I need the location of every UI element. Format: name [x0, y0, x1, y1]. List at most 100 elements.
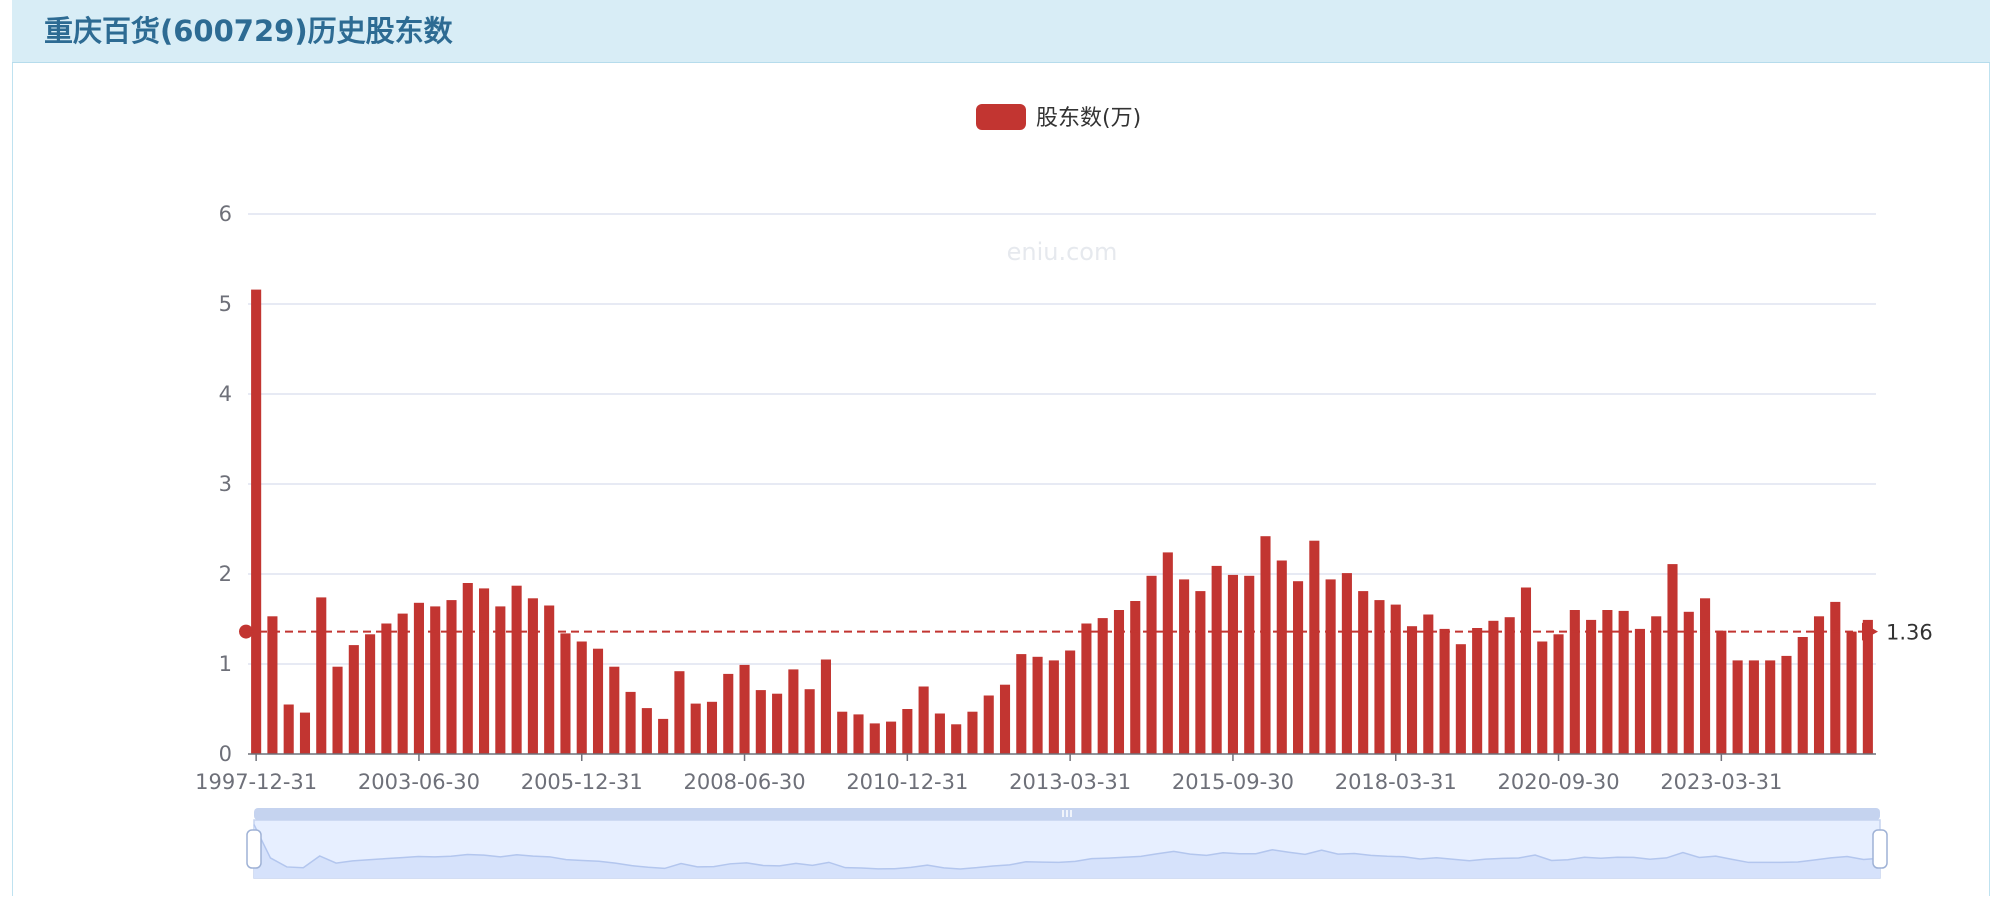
bar[interactable] — [1211, 565, 1222, 754]
bar[interactable] — [1700, 598, 1711, 754]
bar[interactable] — [902, 709, 913, 754]
bar[interactable] — [999, 684, 1011, 754]
bar[interactable] — [1130, 601, 1141, 754]
bar[interactable] — [1732, 660, 1743, 754]
bar[interactable] — [1520, 587, 1532, 755]
bar[interactable] — [1553, 634, 1564, 754]
bar[interactable] — [1862, 619, 1873, 754]
bar[interactable] — [1406, 626, 1418, 754]
bar[interactable] — [495, 606, 506, 754]
bar[interactable] — [886, 721, 897, 754]
bar[interactable] — [967, 711, 978, 754]
bar[interactable] — [674, 671, 685, 754]
legend-swatch[interactable] — [976, 104, 1026, 130]
bar[interactable] — [560, 633, 571, 754]
data-zoom-slider[interactable] — [246, 808, 1888, 879]
bar[interactable] — [1667, 564, 1678, 754]
bar[interactable] — [1179, 579, 1190, 754]
bar[interactable] — [853, 714, 864, 754]
bar[interactable] — [706, 701, 718, 754]
bar[interactable] — [1032, 656, 1043, 754]
bar[interactable] — [804, 689, 815, 754]
bar[interactable] — [316, 597, 327, 754]
bar[interactable] — [658, 718, 669, 754]
bar[interactable] — [1765, 660, 1776, 754]
bar[interactable] — [1830, 601, 1841, 754]
bar[interactable] — [511, 585, 522, 754]
bar[interactable] — [1472, 628, 1483, 754]
bar[interactable] — [983, 695, 994, 755]
bar[interactable] — [1634, 628, 1645, 754]
bar[interactable] — [951, 724, 962, 754]
bar[interactable] — [413, 602, 424, 754]
bar[interactable] — [1423, 614, 1434, 755]
bar[interactable] — [283, 704, 294, 755]
bar[interactable] — [592, 648, 604, 754]
bar[interactable] — [299, 712, 311, 754]
bar-series[interactable] — [251, 289, 1873, 755]
bar[interactable] — [365, 634, 376, 754]
bar[interactable] — [1569, 610, 1580, 754]
bar[interactable] — [1846, 631, 1857, 754]
bar[interactable] — [869, 723, 880, 754]
bar[interactable] — [430, 606, 441, 754]
zoom-handle-left[interactable] — [246, 829, 262, 869]
bar[interactable] — [1683, 611, 1694, 754]
bar[interactable] — [1113, 610, 1125, 754]
bar[interactable] — [267, 616, 278, 754]
bar[interactable] — [1293, 581, 1304, 754]
bar[interactable] — [1813, 616, 1825, 754]
bar[interactable] — [1781, 655, 1792, 754]
bar[interactable] — [397, 613, 408, 754]
bar[interactable] — [739, 664, 750, 754]
legend-label[interactable]: 股东数(万) — [1036, 106, 1141, 131]
bar[interactable] — [1081, 623, 1092, 755]
bar[interactable] — [1227, 574, 1238, 754]
bar[interactable] — [1065, 650, 1076, 755]
bar[interactable] — [544, 605, 555, 755]
bar[interactable] — [1341, 573, 1352, 754]
bar[interactable] — [348, 645, 359, 754]
bar[interactable] — [625, 691, 636, 754]
bar[interactable] — [1374, 600, 1385, 754]
bar[interactable] — [690, 703, 701, 754]
bar[interactable] — [1455, 644, 1466, 754]
bar[interactable] — [446, 600, 457, 754]
bar[interactable] — [1048, 660, 1059, 754]
bar[interactable] — [934, 713, 945, 755]
bar[interactable] — [1618, 610, 1629, 754]
bar[interactable] — [381, 623, 392, 755]
bar[interactable] — [332, 666, 343, 754]
legend[interactable]: 股东数(万) — [976, 104, 1141, 131]
bar[interactable] — [1390, 604, 1401, 754]
bar[interactable] — [837, 711, 848, 754]
zoom-handle-right[interactable] — [1872, 829, 1888, 869]
bar[interactable] — [251, 289, 262, 754]
bar[interactable] — [1325, 579, 1336, 754]
bar[interactable] — [479, 588, 490, 754]
bar[interactable] — [1016, 654, 1027, 754]
bar[interactable] — [918, 686, 929, 755]
bar[interactable] — [1276, 560, 1287, 755]
bar[interactable] — [609, 666, 620, 754]
bar[interactable] — [1146, 575, 1157, 754]
bar[interactable] — [755, 690, 766, 754]
bar[interactable] — [1260, 536, 1271, 754]
bar[interactable] — [723, 673, 734, 754]
bar[interactable] — [1716, 630, 1727, 754]
bar[interactable] — [1504, 617, 1515, 754]
bar[interactable] — [1162, 552, 1173, 754]
bar[interactable] — [462, 583, 473, 754]
bar[interactable] — [1358, 591, 1369, 754]
bar[interactable] — [527, 598, 538, 754]
bar[interactable] — [772, 693, 783, 754]
bar[interactable] — [1651, 616, 1662, 754]
bar[interactable] — [576, 641, 587, 755]
bar[interactable] — [1748, 660, 1759, 754]
bar[interactable] — [1797, 637, 1808, 754]
bar[interactable] — [1537, 641, 1548, 755]
bar[interactable] — [1586, 619, 1597, 754]
bar[interactable] — [1439, 628, 1450, 754]
bar[interactable] — [1195, 591, 1206, 754]
bar[interactable] — [788, 669, 799, 754]
